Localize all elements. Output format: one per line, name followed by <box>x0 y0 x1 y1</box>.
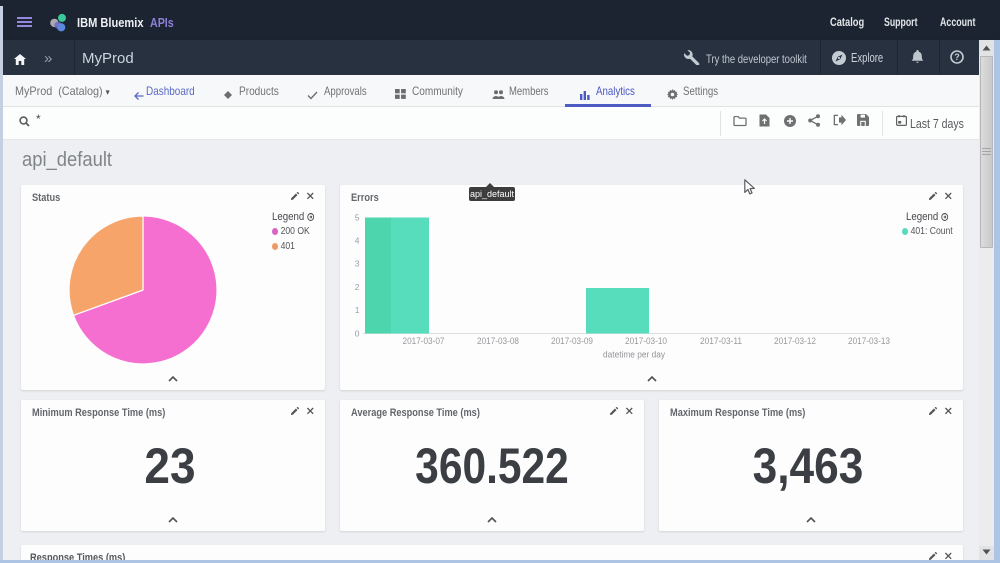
svg-text:?: ? <box>954 52 960 62</box>
svg-text:2017-03-08: 2017-03-08 <box>477 336 519 346</box>
svg-text:0: 0 <box>355 329 360 339</box>
svg-text:datetime per day: datetime per day <box>603 350 665 360</box>
svg-text:5: 5 <box>355 213 360 223</box>
svg-text:2017-03-11: 2017-03-11 <box>700 336 742 346</box>
svg-text:2017-03-12: 2017-03-12 <box>774 336 816 346</box>
svg-text:4: 4 <box>355 236 360 246</box>
svg-text:2017-03-09: 2017-03-09 <box>551 336 593 346</box>
svg-text:2: 2 <box>355 282 360 292</box>
svg-text:3: 3 <box>355 259 360 269</box>
svg-text:2017-03-13: 2017-03-13 <box>848 336 890 346</box>
svg-text:1: 1 <box>355 305 360 315</box>
svg-text:2017-03-10: 2017-03-10 <box>625 336 667 346</box>
svg-text:2017-03-07: 2017-03-07 <box>403 336 445 346</box>
